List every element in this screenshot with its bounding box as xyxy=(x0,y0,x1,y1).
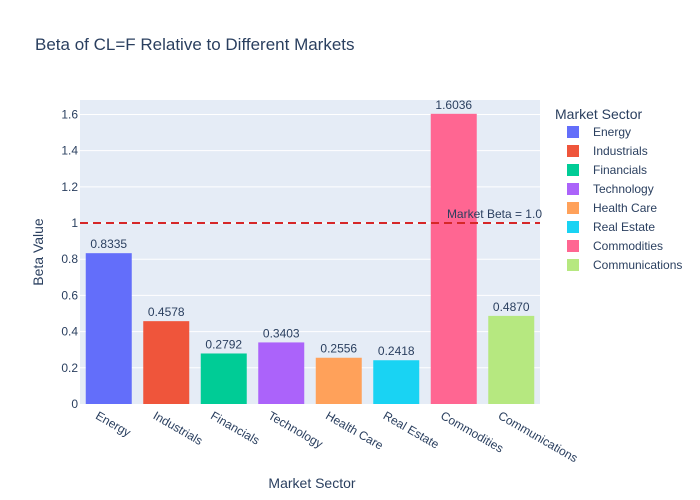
y-tick-label: 0.2 xyxy=(61,361,78,375)
x-tick-label: Energy xyxy=(93,408,133,439)
legend-label: Industrials xyxy=(593,144,648,158)
x-tick-label: Financials xyxy=(208,408,262,447)
bar-value-label: 0.8335 xyxy=(90,237,127,251)
legend-label: Commodities xyxy=(593,239,663,253)
legend-swatch xyxy=(567,221,579,233)
y-tick-label: 1.2 xyxy=(61,180,78,194)
x-tick-label: Technology xyxy=(266,408,326,450)
x-tick-label: Commodities xyxy=(438,408,506,455)
bar-real-estate[interactable] xyxy=(373,360,420,404)
bar-industrials[interactable] xyxy=(143,321,190,404)
legend[interactable]: Market Sector Energy Industrials Financial… xyxy=(555,106,682,272)
legend-title: Market Sector xyxy=(555,106,642,122)
legend-swatch xyxy=(567,164,579,176)
legend-label: Health Care xyxy=(593,201,657,215)
y-tick-label: 0.8 xyxy=(61,252,78,266)
legend-swatch xyxy=(567,259,579,271)
bar-value-label: 0.2556 xyxy=(320,342,357,356)
reference-line-group: Market Beta = 1.0 xyxy=(80,207,542,225)
x-axis-title: Market Sector xyxy=(268,475,355,491)
legend-item[interactable]: Commodities xyxy=(567,239,663,253)
bar-financials[interactable] xyxy=(200,353,247,404)
y-tick-labels: 0 0.2 0.4 0.6 0.8 1 1.2 1.4 1.6 xyxy=(61,107,78,411)
legend-item[interactable]: Communications xyxy=(567,258,682,272)
legend-swatch xyxy=(567,202,579,214)
bar-value-labels: 0.8335 0.4578 0.2792 0.3403 0.2556 0.2418 1.60… xyxy=(90,98,530,358)
legend-item[interactable]: Energy xyxy=(567,125,631,139)
legend-items[interactable]: Energy Industrials Financials Technology Hea… xyxy=(567,125,682,272)
legend-label: Communications xyxy=(593,258,682,272)
y-tick-label: 0.4 xyxy=(61,325,78,339)
y-axis-title: Beta Value xyxy=(30,218,46,286)
legend-item[interactable]: Health Care xyxy=(567,201,657,215)
x-tick-label: Health Care xyxy=(323,408,386,452)
legend-swatch xyxy=(567,183,579,195)
legend-label: Real Estate xyxy=(593,220,655,234)
x-tick-label: Communications xyxy=(496,408,580,465)
bar-value-label: 0.4578 xyxy=(148,305,185,319)
legend-swatch xyxy=(567,126,579,138)
legend-swatch xyxy=(567,240,579,252)
legend-item[interactable]: Industrials xyxy=(567,144,648,158)
y-tick-label: 0.6 xyxy=(61,288,78,302)
legend-label: Technology xyxy=(593,182,654,196)
legend-label: Financials xyxy=(593,163,647,177)
bar-value-label: 0.4870 xyxy=(493,300,530,314)
bar-technology[interactable] xyxy=(258,342,305,404)
y-tick-label: 1.6 xyxy=(61,107,78,121)
bar-health-care[interactable] xyxy=(315,357,362,404)
legend-item[interactable]: Financials xyxy=(567,163,647,177)
y-tick-label: 1 xyxy=(71,216,78,230)
x-tick-label: Industrials xyxy=(151,408,205,447)
bar-value-label: 1.6036 xyxy=(435,98,472,112)
bar-energy[interactable] xyxy=(85,253,132,404)
y-tick-label: 1.4 xyxy=(61,144,78,158)
bar-value-label: 0.2792 xyxy=(205,337,242,351)
bar-value-label: 0.3403 xyxy=(263,326,300,340)
bar-communications[interactable] xyxy=(488,315,535,404)
legend-item[interactable]: Real Estate xyxy=(567,220,655,234)
y-tick-label: 0 xyxy=(71,397,78,411)
x-tick-label: Real Estate xyxy=(381,408,442,451)
bars xyxy=(85,113,535,404)
legend-item[interactable]: Technology xyxy=(567,182,654,196)
legend-label: Energy xyxy=(593,125,631,139)
bar-value-label: 0.2418 xyxy=(378,344,415,358)
bar-commodities[interactable] xyxy=(430,113,477,404)
reference-line-label: Market Beta = 1.0 xyxy=(447,207,542,221)
chart-title: Beta of CL=F Relative to Different Marke… xyxy=(35,35,355,54)
legend-swatch xyxy=(567,145,579,157)
x-tick-labels: Energy Industrials Financials TechnologyHea… xyxy=(93,408,580,465)
